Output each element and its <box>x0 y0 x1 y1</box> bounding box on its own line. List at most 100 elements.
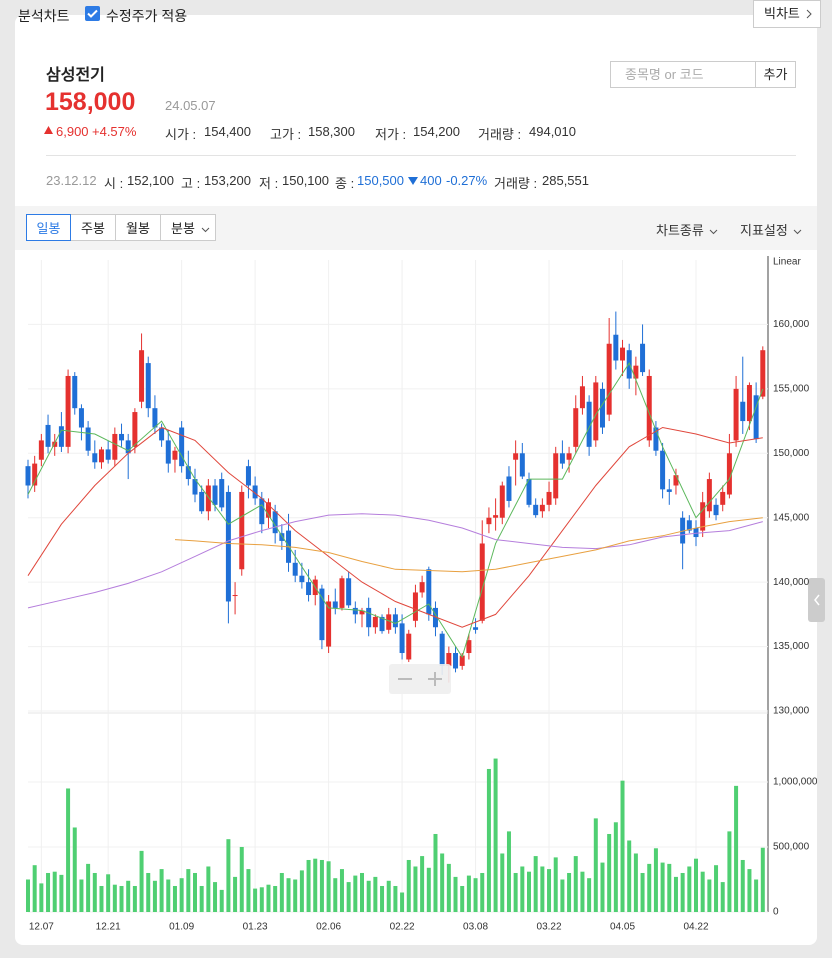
volume-bar <box>754 879 759 912</box>
period-label: 월봉 <box>126 221 150 236</box>
candle-body <box>38 440 44 460</box>
volume-bar <box>700 871 705 912</box>
volume-bar <box>373 876 378 912</box>
volume-bar <box>627 840 632 912</box>
candle-body <box>640 343 646 373</box>
volume-bar <box>640 872 645 912</box>
chart-type-menu[interactable]: 차트종류 <box>656 220 718 239</box>
candle-body <box>32 463 38 486</box>
candle-body <box>559 453 565 464</box>
candle-body <box>159 427 165 441</box>
big-chart-label: 빅차트 <box>764 6 800 21</box>
x-tick-label: 12.07 <box>29 922 54 933</box>
candle-body <box>700 502 706 531</box>
volume-bar <box>360 872 364 912</box>
volume-bar <box>440 853 445 912</box>
volume-bar <box>213 882 218 912</box>
candle-body <box>119 433 125 441</box>
candle-body <box>372 616 378 628</box>
candle-body <box>172 450 178 460</box>
moving-average <box>27 513 763 609</box>
volume-bar <box>486 768 491 912</box>
candle-body <box>205 485 211 512</box>
hover-change: 400 <box>420 173 442 188</box>
volume-bar <box>380 885 385 912</box>
volume-bar <box>152 880 157 912</box>
change: 6,900 <box>56 124 89 139</box>
candle-body <box>65 375 71 447</box>
candle-body <box>653 427 659 451</box>
volume-bar <box>52 871 57 912</box>
candle-body <box>432 607 438 628</box>
y-tick-label: 130,000 <box>773 706 810 717</box>
open-label: 시가 : <box>165 127 197 142</box>
indicator-label: 지표설정 <box>740 223 788 238</box>
y-tick-label: 145,000 <box>773 512 810 523</box>
volume-bar <box>573 856 578 912</box>
candle-body <box>499 485 505 518</box>
hover-high-label: 고 : <box>181 176 201 191</box>
adjust-checkbox[interactable] <box>85 6 100 21</box>
side-tab[interactable] <box>808 578 825 622</box>
zoom-in-icon[interactable] <box>428 672 442 686</box>
volume-bar <box>339 869 344 912</box>
volume-bar <box>553 857 558 912</box>
marks <box>25 311 766 912</box>
candle-body <box>426 569 432 615</box>
candle-body <box>473 627 479 630</box>
volume-bar <box>466 875 471 912</box>
volume-bar <box>527 871 531 912</box>
indicator-menu[interactable]: 지표설정 <box>740 220 802 239</box>
y-tick-label: 160,000 <box>773 319 810 330</box>
period-tab[interactable]: 주봉 <box>70 214 116 241</box>
volume-bar <box>473 878 478 912</box>
stock-name: 삼성전기 <box>46 67 105 84</box>
add-button[interactable]: 추가 <box>755 61 796 88</box>
price-date: 24.05.07 <box>165 98 216 113</box>
period-label: 분봉 <box>171 221 195 236</box>
candle-body <box>366 607 372 628</box>
candle-body <box>513 453 519 460</box>
candle-body <box>706 479 712 512</box>
hover-high: 153,200 <box>204 173 251 188</box>
volume-bar <box>119 885 124 912</box>
candle-body <box>613 334 619 361</box>
big-chart-button[interactable]: 빅차트 <box>753 0 821 28</box>
candle-body <box>680 517 686 544</box>
candle-body <box>439 633 445 666</box>
period-tab[interactable]: 분봉 <box>160 214 216 241</box>
volume-bar <box>667 863 672 912</box>
volume-bar <box>386 880 391 912</box>
candle-body <box>586 401 592 447</box>
volume-bar <box>747 869 752 912</box>
chevron-down <box>710 229 718 235</box>
candle-body <box>620 347 626 361</box>
candle-body <box>599 388 605 428</box>
candle-body <box>279 533 285 541</box>
candle-body <box>98 449 104 463</box>
candle-body <box>579 386 585 409</box>
period-tab[interactable]: 월봉 <box>115 214 161 241</box>
volume-bar <box>547 869 552 912</box>
period-tab[interactable]: 일봉 <box>26 214 71 241</box>
candle-body <box>660 450 666 490</box>
candle-body <box>419 582 425 593</box>
zoom-control[interactable] <box>389 664 451 694</box>
volume-bar <box>460 885 465 912</box>
volume-bar <box>500 853 505 912</box>
candle-body <box>185 466 191 480</box>
candle-body <box>145 363 151 409</box>
candle-body <box>25 466 31 486</box>
low: 154,200 <box>413 124 460 139</box>
stock-price: 158,000 <box>45 88 136 116</box>
volume-bar <box>206 866 211 912</box>
period-label: 주봉 <box>81 221 105 236</box>
candle-body <box>399 623 405 654</box>
candle-body <box>192 479 198 495</box>
x-tick-label: 01.23 <box>243 922 268 933</box>
candle-body <box>332 601 338 608</box>
candle-body <box>265 502 271 518</box>
volume-bar <box>179 878 184 912</box>
volume-bar <box>132 885 137 912</box>
